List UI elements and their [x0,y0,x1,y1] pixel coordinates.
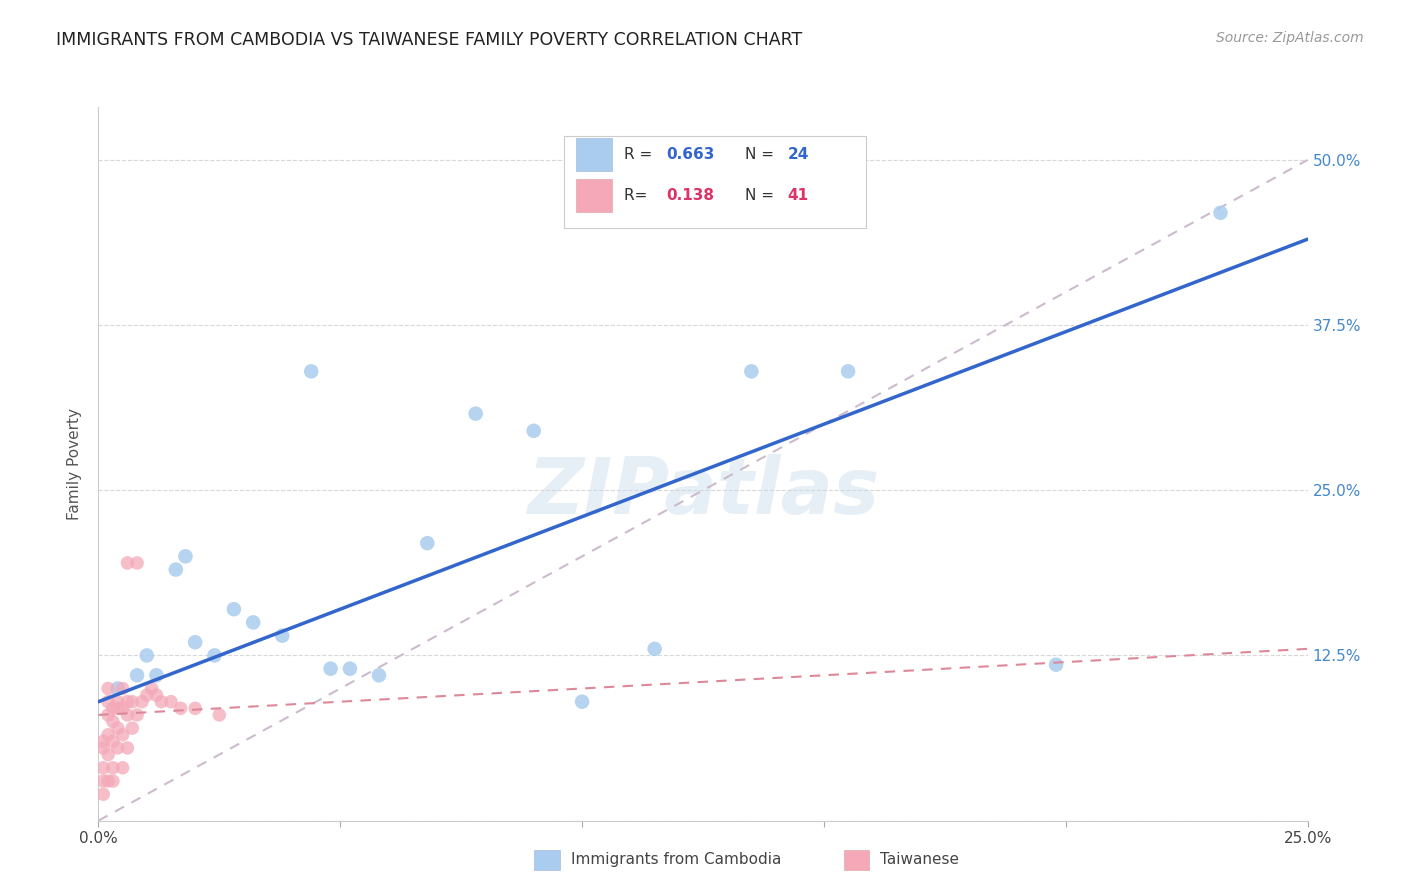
Point [117,556,139,570]
Point [165,563,187,577]
Text: Immigrants from Cambodia: Immigrants from Cambodia [571,853,782,867]
Point [271,629,294,643]
Point [97,774,120,789]
Point [101,774,124,789]
Point [160,695,183,709]
Text: ZIPatlas: ZIPatlas [527,454,879,531]
Point [368,668,391,682]
Point [339,662,361,676]
Point [91,774,114,789]
Point [1045,657,1067,672]
Point [101,714,124,729]
Text: 0.663: 0.663 [666,147,716,162]
Point [184,701,207,715]
Point [97,728,120,742]
Text: 24: 24 [787,147,808,162]
Text: N =: N = [745,147,779,162]
Point [91,741,114,756]
Point [571,695,593,709]
Point [644,641,666,656]
Point [117,707,139,722]
Point [91,734,114,748]
Point [97,681,120,696]
Y-axis label: Family Poverty: Family Poverty [67,408,83,520]
Point [135,648,157,663]
Point [117,695,139,709]
Point [131,695,153,709]
Point [127,707,149,722]
Point [107,701,129,715]
Point [101,734,124,748]
Point [97,695,120,709]
Point [416,536,439,550]
Point [107,721,129,735]
Point [101,761,124,775]
Text: 0.138: 0.138 [666,188,714,202]
Point [97,707,120,722]
Point [319,662,342,676]
Point [107,741,129,756]
Point [91,761,114,775]
Point [127,668,149,682]
Point [145,668,167,682]
Point [1209,206,1232,220]
Point [150,695,173,709]
Text: Taiwanese: Taiwanese [880,853,959,867]
Text: N =: N = [745,188,779,202]
Point [523,424,546,438]
Point [299,364,322,378]
Point [145,688,167,702]
Point [242,615,264,630]
Point [97,747,120,762]
Point [111,681,134,696]
Point [837,364,859,378]
Text: Source: ZipAtlas.com: Source: ZipAtlas.com [1216,31,1364,45]
Point [107,695,129,709]
Point [121,695,143,709]
Point [107,681,129,696]
Bar [576,138,613,171]
Point [111,761,134,775]
Point [141,681,163,696]
Point [174,549,197,564]
Point [464,407,486,421]
Point [101,701,124,715]
Point [204,648,226,663]
Text: 41: 41 [787,188,808,202]
Point [91,787,114,801]
Point [117,741,139,756]
Point [111,728,134,742]
Text: R=: R= [624,188,652,202]
Point [121,721,143,735]
Text: R =: R = [624,147,658,162]
Bar [576,179,613,211]
Point [111,701,134,715]
Point [222,602,245,616]
Point [740,364,762,378]
Text: IMMIGRANTS FROM CAMBODIA VS TAIWANESE FAMILY POVERTY CORRELATION CHART: IMMIGRANTS FROM CAMBODIA VS TAIWANESE FA… [56,31,803,49]
Point [135,688,157,702]
Point [184,635,207,649]
Point [169,701,191,715]
Point [208,707,231,722]
Point [127,556,149,570]
